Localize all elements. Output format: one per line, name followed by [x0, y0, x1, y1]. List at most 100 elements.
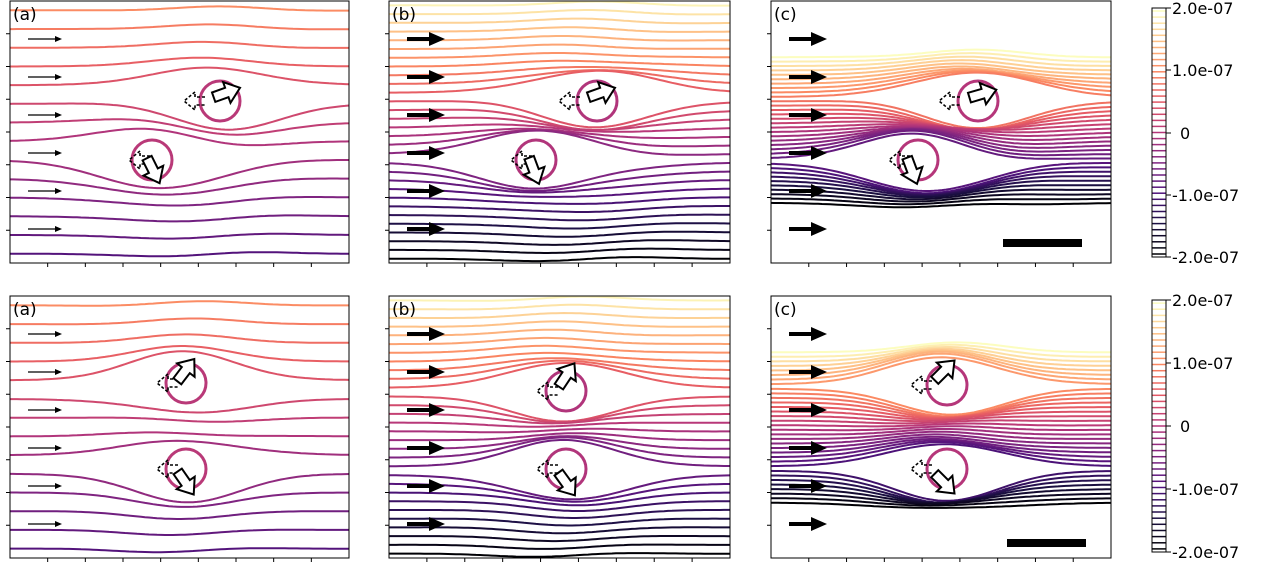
colorbar-top: 2.0e-07 1.0e-07 0 -1.0e-07 -2.0e-07: [1151, 0, 1239, 267]
panel-bottom-a: (a): [6, 295, 350, 562]
swimmer-overlay: [6, 33, 312, 267]
streamline: [10, 510, 349, 520]
streamline: [389, 311, 730, 319]
direction-arrow-icon: [553, 468, 577, 497]
streamlines: [10, 5, 349, 258]
direction-arrow-icon: [929, 359, 956, 386]
streamline: [771, 70, 1111, 94]
flow-arrowhead-icon: [811, 32, 827, 46]
flow-arrowhead-icon: [55, 150, 62, 156]
streamline: [389, 108, 730, 131]
streamline: [10, 317, 349, 326]
streamline: [771, 492, 1111, 505]
streamline: [389, 303, 730, 311]
direction-arrow-icon: [585, 80, 617, 106]
streamline: [771, 425, 1111, 432]
swimmer-overlay: [767, 327, 1086, 562]
streamline: [10, 214, 349, 223]
streamline: [389, 427, 730, 434]
panel-frame: [9, 0, 350, 264]
streamline: [771, 497, 1111, 507]
streamlines: [389, 296, 730, 558]
streamline: [10, 23, 349, 31]
panel-top-b: (b): [385, 0, 731, 267]
streamline: [771, 501, 1111, 509]
streamline: [771, 443, 1111, 468]
direction-arrow-icon: [172, 467, 196, 496]
streamline: [10, 333, 349, 344]
colorbar-bottom: 2.0e-07 1.0e-07 0 -1.0e-07 -2.0e-07: [1151, 291, 1239, 562]
colorbar-tick-label: 2.0e-07: [1172, 0, 1233, 18]
streamline: [771, 422, 1111, 428]
streamline: [771, 469, 1111, 502]
streamline: [10, 472, 349, 504]
flow-arrowhead-icon: [55, 188, 62, 194]
streamline: [389, 526, 730, 535]
flow-arrowhead-icon: [429, 441, 445, 455]
streamline: [771, 48, 1111, 59]
panel-frame: [9, 295, 350, 559]
swimmer-overlay: [6, 328, 312, 562]
streamline: [771, 59, 1111, 72]
streamline: [389, 436, 730, 459]
streamline: [10, 491, 349, 508]
flow-arrowhead-icon: [55, 445, 62, 451]
streamline: [771, 410, 1111, 421]
streamline: [389, 517, 730, 527]
flow-arrowhead-icon: [429, 517, 445, 531]
panel-frame: [770, 295, 1112, 559]
streamline: [771, 123, 1111, 134]
direction-arrow-icon: [929, 468, 956, 495]
streamline: [771, 62, 1111, 76]
dashed-arrow-icon: [909, 374, 932, 396]
streamline: [771, 349, 1111, 372]
flow-arrowhead-icon: [55, 407, 62, 413]
panel-label: (c): [774, 300, 797, 320]
flow-arrowhead-icon: [429, 365, 445, 379]
streamlines: [771, 341, 1111, 509]
colorbar-levels: [1152, 302, 1166, 550]
flow-arrowhead-icon: [811, 70, 827, 84]
streamline: [771, 387, 1111, 416]
streamline: [771, 100, 1111, 129]
streamline: [389, 179, 730, 194]
panel-label: (a): [13, 5, 37, 25]
panel-label: (c): [774, 5, 797, 25]
flow-arrowhead-icon: [55, 36, 62, 42]
streamline: [771, 55, 1111, 67]
colorbar-levels: [1152, 10, 1166, 255]
flow-arrowhead-icon: [55, 521, 62, 527]
flow-arrowhead-icon: [429, 108, 445, 122]
swimmer-overlay: [385, 327, 693, 562]
colorbar-tick-label: -2.0e-07: [1172, 543, 1239, 562]
flow-arrowhead-icon: [811, 327, 827, 341]
streamline: [389, 491, 730, 507]
colorbar-tick-label: -2.0e-07: [1172, 248, 1239, 267]
swimmer-overlay: [767, 32, 1082, 267]
panel-frame: [770, 0, 1112, 264]
colorbar-tick-label: 0: [1180, 124, 1190, 143]
dashed-arrow-icon: [182, 90, 205, 112]
flow-arrowhead-icon: [429, 32, 445, 46]
streamline: [389, 129, 730, 156]
flow-arrowhead-icon: [55, 226, 62, 232]
flow-arrowhead-icon: [429, 222, 445, 236]
streamline: [771, 352, 1111, 381]
streamline: [389, 230, 730, 238]
dashed-arrow-icon: [127, 149, 150, 171]
streamline: [771, 71, 1111, 98]
streamline: [389, 196, 730, 205]
streamline: [389, 26, 730, 33]
dashed-arrow-icon: [509, 149, 532, 171]
streamline: [10, 431, 349, 438]
panel-label: (b): [392, 5, 416, 25]
flow-arrowhead-icon: [429, 327, 445, 341]
streamline: [10, 66, 349, 87]
flow-arrowhead-icon: [811, 479, 827, 493]
flow-arrowhead-icon: [55, 369, 62, 375]
streamline: [771, 343, 1111, 358]
streamline: [389, 438, 730, 468]
colorbar-tick-label: 1.0e-07: [1172, 61, 1233, 80]
panel-top-c: (c): [767, 0, 1112, 267]
